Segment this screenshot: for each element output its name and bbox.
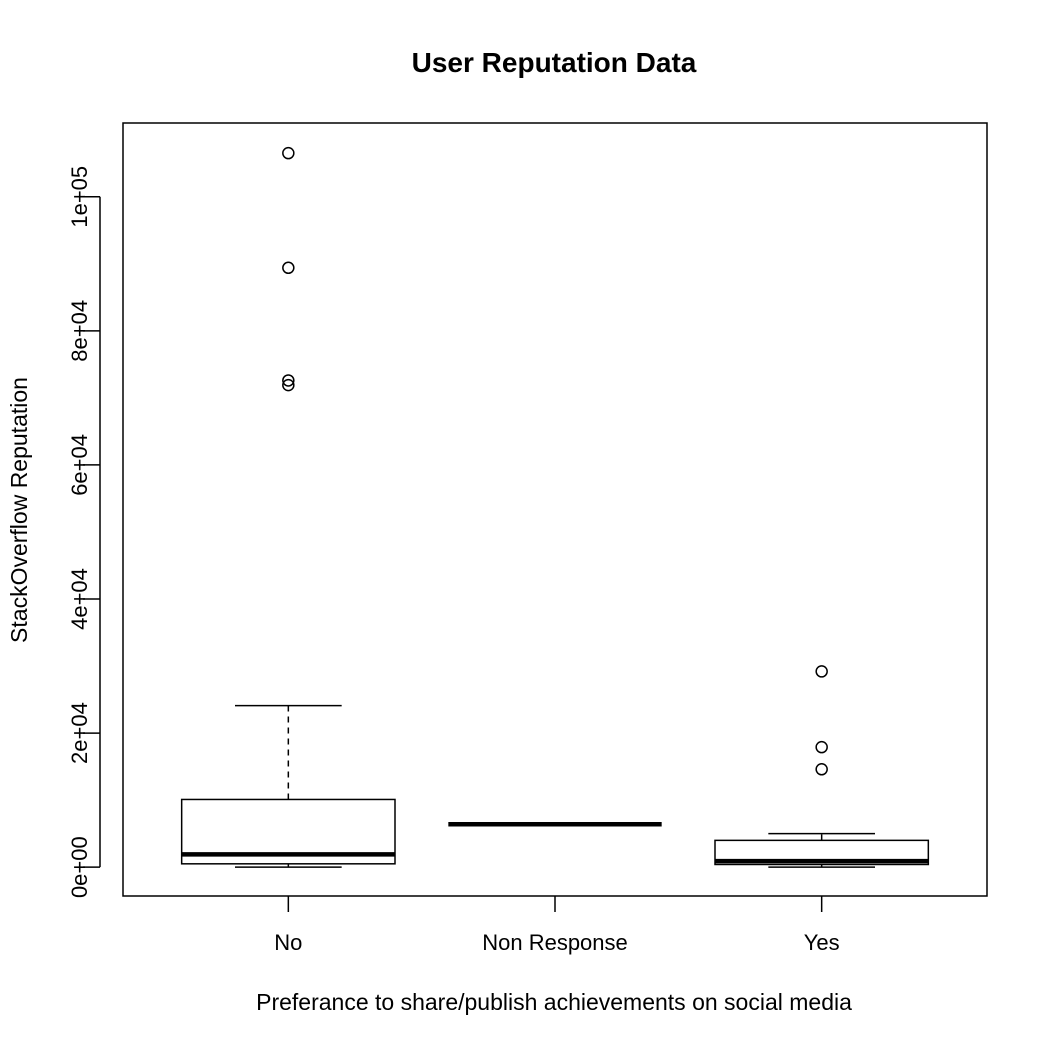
x-tick-label: No [274,930,302,955]
y-tick-label: 2e+04 [67,702,92,764]
y-tick-label: 8e+04 [67,300,92,362]
outlier-point [815,763,828,776]
outlier-point [815,740,828,754]
y-tick-label: 6e+04 [67,434,92,496]
plot-frame [122,122,988,897]
y-axis: 0e+00 2e+04 4e+04 6e+04 8e+04 1e+05 [67,166,101,898]
y-axis-label: StackOverflow Reputation [6,377,32,643]
boxes-layer [180,146,930,868]
outlier-point [282,374,295,387]
box-yes [714,665,930,868]
outlier-point [815,665,828,678]
chart-title: User Reputation Data [412,47,697,78]
y-tick-label: 4e+04 [67,568,92,630]
x-axis: No Non Response Yes [274,896,840,955]
outlier-point [282,261,295,275]
outlier-point [282,146,295,160]
y-tick-label: 1e+05 [67,166,92,228]
outlier-point [282,378,295,392]
box-no [180,146,396,868]
x-axis-label: Preferance to share/publish achievements… [256,989,852,1015]
x-tick-label: Non Response [482,930,628,955]
y-tick-label: 0e+00 [67,836,92,898]
x-tick-label: Yes [804,930,840,955]
